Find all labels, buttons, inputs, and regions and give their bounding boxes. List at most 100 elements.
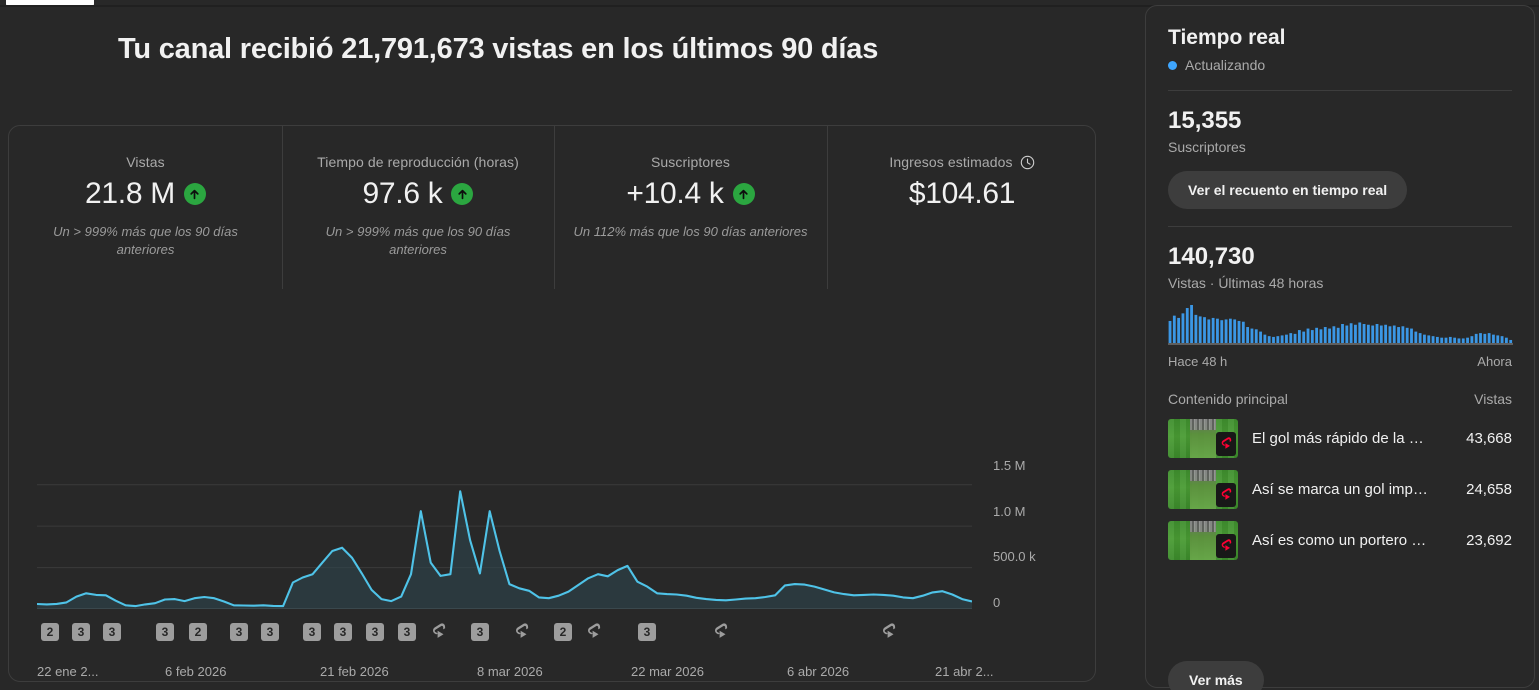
video-title: Así se marca un gol imp… — [1252, 481, 1428, 498]
upload-count-badge[interactable]: 3 — [638, 623, 656, 641]
video-views: 23,692 — [1466, 532, 1512, 549]
x-tick-label: 6 feb 2026 — [165, 664, 227, 679]
metric-label-text: Suscriptores — [650, 154, 730, 170]
thumbnail-crowd — [1190, 470, 1216, 481]
shorts-icon[interactable] — [712, 623, 730, 641]
list-item[interactable]: Así se marca un gol imp… 24,658 — [1168, 470, 1512, 509]
realtime-subscribers-label: Suscriptores — [1168, 139, 1246, 155]
metric-card-watchtime[interactable]: Tiempo de reproducción (horas) 97.6 k Un… — [282, 126, 554, 289]
realtime-subscribers-count: 15,355 — [1168, 107, 1242, 134]
views-column-label: Vistas — [1474, 391, 1512, 407]
video-thumbnail — [1168, 419, 1238, 458]
y-tick-label: 1.5 M — [993, 458, 1026, 473]
video-title: El gol más rápido de la … — [1252, 430, 1424, 447]
metric-card-revenue[interactable]: Ingresos estimados $104.61 — [827, 126, 1097, 289]
metric-label: Vistas — [9, 154, 282, 170]
browser-tab-strip — [0, 5, 1539, 7]
metric-label-text: Tiempo de reproducción (horas) — [317, 154, 519, 170]
video-title: Así es como un portero … — [1252, 532, 1427, 549]
video-views: 24,658 — [1466, 481, 1512, 498]
view-realtime-count-button[interactable]: Ver el recuento en tiempo real — [1168, 171, 1408, 209]
upload-count-badge[interactable]: 2 — [41, 623, 59, 641]
x-tick-label: 6 abr 2026 — [787, 664, 850, 679]
video-thumbnail — [1168, 470, 1238, 509]
live-dot-icon — [1168, 60, 1177, 70]
see-more-button[interactable]: Ver más — [1168, 661, 1264, 690]
realtime-title: Tiempo real — [1168, 26, 1286, 49]
chart-plot[interactable] — [37, 464, 972, 609]
upload-count-badge[interactable]: 3 — [366, 623, 384, 641]
metric-card-subscribers[interactable]: Suscriptores +10.4 k Un 112% más que los… — [554, 126, 827, 289]
metric-value: +10.4 k — [626, 177, 724, 210]
realtime-status: Actualizando — [1168, 57, 1512, 73]
sparkline-start-label: Hace 48 h — [1168, 354, 1228, 369]
shorts-icon[interactable] — [585, 623, 603, 641]
metric-value-row: $104.61 — [827, 177, 1097, 211]
metric-value-row: 97.6 k — [282, 177, 554, 211]
metric-label: Ingresos estimados — [827, 154, 1097, 170]
metric-value: 21.8 M — [85, 177, 175, 210]
upload-count-badge[interactable]: 3 — [156, 623, 174, 641]
metric-value-row: +10.4 k — [554, 177, 827, 211]
realtime-status-text: Actualizando — [1185, 57, 1266, 73]
y-tick-label: 500.0 k — [993, 549, 1036, 564]
metric-label: Suscriptores — [554, 154, 827, 170]
shorts-icon[interactable] — [430, 623, 448, 641]
overview-card: Vistas 21.8 M Un > 999% más que los 90 d… — [8, 125, 1096, 682]
thumbnail-crowd — [1190, 419, 1216, 430]
video-thumbnail — [1168, 521, 1238, 560]
sparkline-axis: Hace 48 h Ahora — [1168, 354, 1512, 369]
shorts-icon — [1216, 534, 1236, 558]
x-axis: 22 ene 2... 6 feb 2026 21 feb 2026 8 mar 20… — [37, 664, 994, 682]
video-views: 43,668 — [1466, 430, 1512, 447]
trend-up-icon — [451, 183, 474, 205]
top-content-header: Contenido principal Vistas — [1168, 391, 1512, 407]
clock-icon — [1020, 155, 1035, 170]
metric-label-text: Ingresos estimados — [889, 154, 1013, 170]
page-title: Tu canal recibió 21,791,673 vistas en lo… — [118, 33, 879, 65]
x-tick-label: 21 feb 2026 — [320, 664, 389, 679]
upload-count-badge[interactable]: 3 — [261, 623, 279, 641]
upload-count-badge[interactable]: 3 — [303, 623, 321, 641]
shorts-icon — [1216, 432, 1236, 456]
x-tick-label: 22 mar 2026 — [631, 664, 704, 679]
realtime-sparkline[interactable] — [1168, 305, 1513, 347]
views-chart: 1.5 M 1.0 M 500.0 k 0 — [9, 289, 1097, 610]
trend-up-icon — [732, 183, 755, 205]
y-tick-label: 0 — [993, 595, 1001, 610]
trend-up-icon — [183, 183, 206, 205]
list-item[interactable]: El gol más rápido de la … 43,668 — [1168, 419, 1512, 458]
upload-count-badge[interactable]: 3 — [103, 623, 121, 641]
x-tick-label: 21 abr 2... — [935, 664, 994, 679]
y-tick-label: 1.0 M — [993, 504, 1026, 519]
thumbnail-crowd — [1190, 521, 1216, 532]
metric-row: Vistas 21.8 M Un > 999% más que los 90 d… — [9, 126, 1097, 289]
realtime-panel: Tiempo real Actualizando 15,355 Suscript… — [1145, 5, 1535, 690]
realtime-views-count: 140,730 — [1168, 243, 1255, 270]
main-content: Tu canal recibió 21,791,673 vistas en lo… — [0, 10, 1120, 682]
upload-count-badge[interactable]: 3 — [398, 623, 416, 641]
metric-value: 97.6 k — [362, 177, 443, 210]
x-tick-label: 22 ene 2... — [37, 664, 99, 679]
metric-delta: Un > 999% más que los 90 días anteriores — [325, 224, 511, 257]
upload-count-badge[interactable]: 3 — [471, 623, 489, 641]
metric-delta: Un 112% más que los 90 días anteriores — [573, 224, 808, 239]
shorts-icon — [1216, 483, 1236, 507]
shorts-icon[interactable] — [880, 623, 898, 641]
metric-card-views[interactable]: Vistas 21.8 M Un > 999% más que los 90 d… — [9, 126, 282, 289]
upload-count-badge[interactable]: 2 — [189, 623, 207, 641]
upload-count-badge[interactable]: 3 — [230, 623, 248, 641]
metric-label-text: Vistas — [126, 154, 165, 170]
upload-count-badge[interactable]: 3 — [72, 623, 90, 641]
upload-count-badge[interactable]: 2 — [554, 623, 572, 641]
metric-label: Tiempo de reproducción (horas) — [282, 154, 554, 170]
shorts-icon[interactable] — [513, 623, 531, 641]
sparkline-end-label: Ahora — [1477, 354, 1512, 369]
upload-count-badge[interactable]: 3 — [334, 623, 352, 641]
browser-tab-fragment[interactable] — [6, 0, 94, 7]
metric-value: $104.61 — [908, 177, 1016, 210]
divider — [1168, 90, 1512, 91]
list-item[interactable]: Así es como un portero … 23,692 — [1168, 521, 1512, 560]
x-tick-label: 8 mar 2026 — [477, 664, 543, 679]
